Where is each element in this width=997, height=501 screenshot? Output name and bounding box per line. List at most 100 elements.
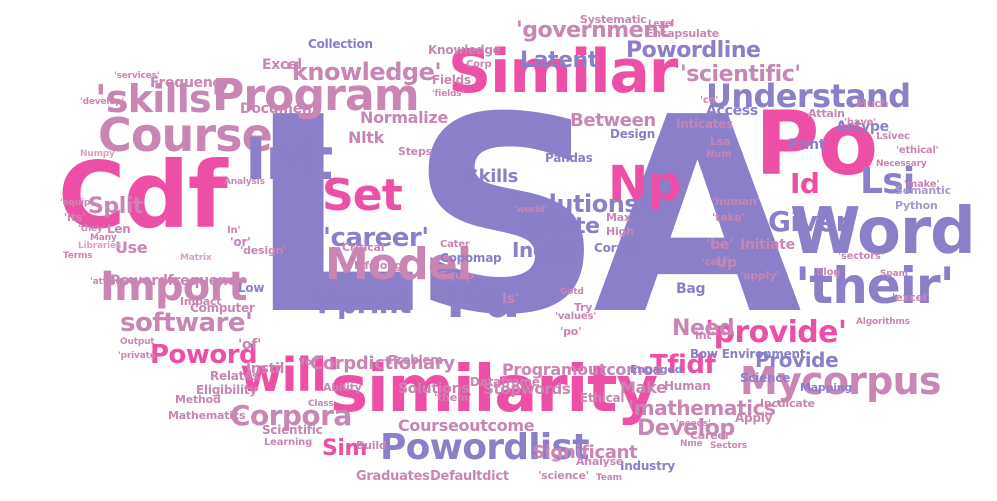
word-understand: Understand [706,77,911,115]
word-defaultdict: Defaultdict [430,469,509,484]
word-create: Create [520,214,600,239]
word-dataframe: Dataframe [470,375,540,389]
word-print: Print [788,137,826,153]
word-try: Try [574,301,593,314]
word-impact: Impact [180,295,222,308]
word-poword: Poword [150,340,258,370]
word-semantic: Semantic [895,184,951,197]
word-int-q: 'int' [692,329,715,342]
word-scientific-q: 'scientific' [680,62,801,87]
word-np: Np [608,156,682,212]
word-will: will' [240,348,340,402]
word-cater: Cater [440,239,470,250]
word-output: Output [120,337,155,347]
word-document: Document [240,101,319,117]
word-have-q: 'have' [844,117,877,128]
word-necessary: Necessary [876,159,927,169]
word-mathematics: Mathematics [168,409,246,422]
word-team: Team [596,473,622,483]
word-powordlist: Powordlist [380,427,589,468]
word-pprint: Pprint [317,287,411,320]
word-mycorpus: Mycorpus [740,359,942,403]
word-equip: Equip [440,269,474,282]
word-lsa-small: Lsa [710,135,731,148]
word-astype: Astype [836,119,889,135]
word-environment: Bow Environment [690,347,806,361]
word-class: Class [308,399,334,409]
word-computer: Computer [190,301,255,315]
word-analysis: Analysis [224,177,265,187]
word-co-q: 'co' [700,95,719,106]
word-nme: Nme [680,439,703,449]
word-set: Set [322,170,403,221]
word-corpdictionary: Corpdictionary [310,353,455,374]
word-values-q: 'values' [555,311,597,322]
word-excel: Excel [262,57,302,73]
word-lsa: LSA [248,59,802,374]
word-its-q: 'its' [64,211,86,224]
word-make-q: 'make' [904,179,940,190]
word-relates: Relates [210,369,259,383]
word-course: Course [98,108,273,162]
word-significant: Significant [532,442,638,463]
word-split: Split [88,194,143,219]
word-high: High [606,225,634,238]
word-lifelong: Lifelong [354,259,403,272]
word-frequency: Frequency [150,75,230,91]
word-develop-q: 'develop' [80,97,125,107]
word-private-q: 'private' [118,351,159,361]
word-engaged: Engaged [630,363,683,376]
word-skills-q: 'skills' [95,77,223,121]
word-sim: Sim [322,436,367,461]
word-collection: Collection [308,37,373,51]
word-eligibility: Eligibility [196,383,257,397]
word-method: Method [175,393,221,406]
word-apply: Apply [735,411,773,425]
word-encapsulate: Encapsulate [646,27,720,40]
word-design: Design [610,127,656,141]
word-build: Build [356,439,387,452]
word-po: Po [755,92,878,195]
word-lsivec: Lsivec [876,131,910,142]
word-inculcate: Inculcate [760,397,815,410]
word-nltk: Nltk [348,128,384,147]
word-use: Use [115,238,148,257]
word-gotd: Gotd [560,287,584,297]
word-similar: Similar [448,37,678,107]
word-courseoutcome: Courseoutcome [398,416,535,435]
word-take-q: 'take' [712,211,745,224]
word-industry: Industry [620,459,675,473]
word-pandas: Pandas [545,151,593,165]
word-between: Between [570,110,656,131]
word-for-q: 'for' [298,357,320,368]
word-import: Import [100,264,248,310]
word-corpus: Corpus [594,241,640,255]
word-world-q: 'world' [514,205,547,215]
word-software: software' [120,308,253,338]
word-bag: Bag [676,281,706,297]
word-attain-q: 'attain' [90,277,125,287]
word-lsi: Lsi [860,161,915,202]
word-cdf: Cdf [58,142,228,249]
word-level: Level [648,19,674,29]
word-int: Int [245,125,333,193]
word-career: Career [690,429,730,442]
word-solutions: Solutions [398,381,470,397]
word-mapping: Mapping [800,381,853,394]
word-fields-q: 'fields' [432,89,465,99]
word-model: Model [325,239,472,290]
word-ability: Ability [323,381,362,394]
word-libraries: Libraries [78,241,122,251]
word-apply-q: 'apply' [740,269,780,282]
word-po-q: 'po' [560,325,582,338]
word-catr-q: 'catr' [702,257,730,268]
word-poword-frequency: Powordfrequency [110,273,245,289]
word-normalize: Normalize [360,108,448,127]
word-ethical-q: 'ethical' [896,145,939,156]
word-copomap: Copomap [440,251,502,265]
word-terms: Terms [63,251,93,261]
word-services-q: 'services' [114,71,160,81]
word-inticates: Inticates [676,117,733,131]
word-human: Human [664,379,711,393]
